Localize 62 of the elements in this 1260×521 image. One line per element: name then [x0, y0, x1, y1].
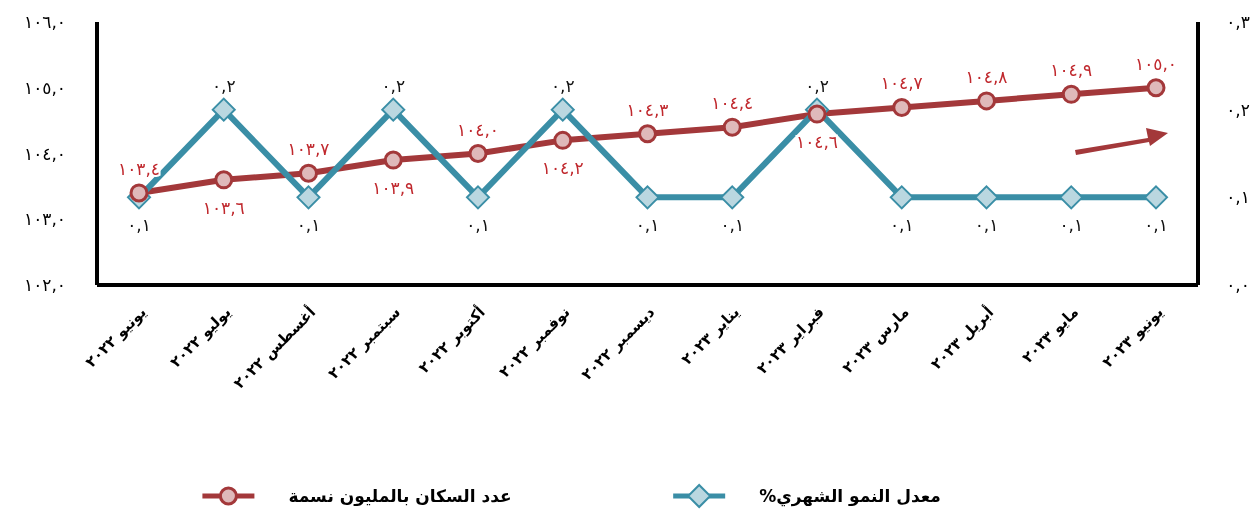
data-label: ٠,١: [635, 215, 660, 236]
legend-label: معدل النمو الشهري%: [759, 486, 941, 507]
data-label: ٠,١: [296, 215, 321, 236]
data-label: ٠,١: [466, 215, 490, 236]
data-label: ١٠٤,٤: [711, 93, 754, 114]
data-label: ١٠٤,٨: [965, 66, 1008, 87]
point: [1061, 84, 1081, 104]
data-label: ١٠٤,٠: [457, 119, 499, 140]
data-label: ١٠٣,٤: [118, 158, 160, 179]
x-tick-label: نوفمبر ٢٠٢٢: [495, 303, 574, 382]
data-label: ٠,١: [720, 215, 745, 236]
data-label: ١٠٤,٦: [796, 132, 838, 153]
x-tick-label: سبتمبر ٢٠٢٢: [324, 303, 405, 383]
point: [638, 124, 657, 144]
point: [129, 183, 149, 203]
y-tick-label: ١٠٥,٠: [24, 77, 66, 98]
data-label: ١٠٤,٩: [1050, 60, 1093, 81]
data-label: ٠,٢: [550, 75, 575, 96]
data-label: ١٠٣,٧: [287, 139, 330, 160]
point: [807, 104, 827, 124]
x-tick-label: مارس ٢٠٢٣: [838, 303, 913, 377]
x-tick-label: فبراير ٢٠٢٣: [753, 303, 828, 378]
data-label: ٠,١: [974, 215, 999, 236]
y-tick-label: ١٠٢,٠: [24, 275, 66, 295]
data-label: ٠,٢: [211, 75, 236, 96]
x-tick-label: يونيو ٢٠٢٢: [81, 303, 150, 372]
legend-label: عدد السكان بالمليون نسمة: [288, 486, 512, 507]
data-label: ١٠٣,٩: [372, 178, 415, 199]
point: [553, 130, 573, 150]
data-label: ١٠٤,٧: [880, 73, 923, 94]
point: [722, 117, 742, 137]
x-tick-label: أكتوبر ٢٠٢٢: [414, 302, 489, 377]
x-tick-label: ديسمبر ٢٠٢٢: [577, 302, 659, 384]
y2-tick-label: ٠,١: [1226, 187, 1250, 208]
y-tick-label: ١٠٤,٠: [24, 143, 66, 164]
y2-tick-label: ٠,٠: [1226, 275, 1250, 295]
point: [468, 144, 488, 163]
point: [1146, 78, 1166, 98]
y-tick-label: ١٠٣,٠: [24, 209, 66, 230]
data-label: ١٠٣,٦: [202, 197, 245, 218]
point: [214, 170, 234, 190]
data-label: ١٠٤,٢: [541, 158, 584, 179]
x-tick-label: يناير ٢٠٢٣: [677, 303, 744, 369]
point: [977, 91, 996, 111]
y2-tick-label: ٠,٢: [1226, 99, 1250, 120]
x-tick-label: يونيو ٢٠٢٣: [1098, 303, 1167, 372]
point: [383, 150, 403, 170]
y2-tick-label: ٠,٣: [1226, 12, 1250, 32]
data-label: ١٠٥,٠: [1135, 53, 1177, 74]
data-label: ٠,١: [889, 215, 914, 236]
y-tick-label: ١٠٦,٠: [24, 12, 66, 32]
point: [892, 97, 912, 117]
x-tick-label: مايو ٢٠٢٣: [1018, 303, 1083, 367]
data-label: ١٠٤,٣: [626, 99, 669, 120]
x-tick-label: أبريل ٢٠٢٣: [926, 302, 998, 374]
point: [299, 163, 318, 183]
x-tick-label: يوليو ٢٠٢٢: [166, 303, 235, 372]
data-label: ٠,٢: [805, 75, 829, 96]
data-label: ٠,٢: [381, 75, 406, 96]
data-label: ٠,١: [1059, 215, 1084, 236]
data-label: ٠,١: [1144, 215, 1168, 236]
data-label: ٠,١: [127, 215, 151, 236]
